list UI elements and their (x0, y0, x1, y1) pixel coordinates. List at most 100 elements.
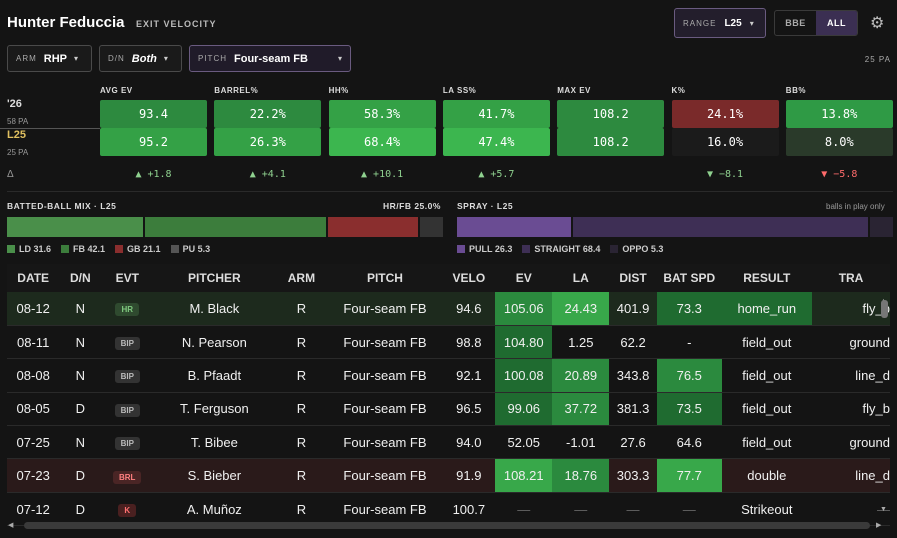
column-header[interactable]: PITCHER (153, 264, 276, 292)
legend-text: STRAIGHT 68.4 (534, 244, 601, 254)
event-badge: BIP (114, 403, 140, 417)
chevron-down-icon: ▾ (337, 54, 342, 63)
vertical-scrollbar[interactable]: ▲ ▼ (880, 298, 888, 518)
metric-label: AVG EV (100, 86, 133, 95)
table-cell: home_run (721, 292, 813, 326)
table-cell: BIP (101, 325, 154, 360)
table-cell: N (59, 425, 102, 460)
scroll-down-icon[interactable]: ▼ (880, 506, 887, 513)
chevron-down-icon: ▾ (163, 54, 168, 63)
legend-swatch (61, 245, 70, 253)
table-cell: BRL (101, 458, 154, 493)
table-cell: HR (101, 292, 154, 326)
table-cell: R (275, 492, 328, 527)
table-cell: N. Pearson (153, 325, 276, 360)
table-cell: 37.72 (552, 392, 610, 427)
metric-range-value: 47.4% (442, 128, 550, 156)
table-cell: K (101, 492, 154, 527)
toggle-all[interactable]: ALL (816, 11, 857, 35)
legend-text: PULL 26.3 (469, 244, 513, 254)
column-header[interactable]: VELO (442, 264, 495, 292)
scroll-left-icon[interactable]: ◀ (8, 522, 14, 529)
table-cell: R (275, 358, 328, 393)
vertical-scroll-thumb[interactable] (881, 300, 888, 318)
column-header[interactable]: DIST (609, 264, 657, 292)
table-cell: N (59, 358, 102, 393)
table-row[interactable]: 07-25 N BIP T. Bibee R Four-seam FB 94.0 52.05-… (7, 425, 890, 460)
column-header[interactable]: EVT (101, 264, 154, 292)
column-header[interactable]: RESULT (721, 264, 813, 292)
table-row[interactable]: 08-08 N BIP B. Pfaadt R Four-seam FB 92.1 100.0… (7, 358, 890, 393)
column-header[interactable]: DATE (7, 264, 60, 292)
metric-label: HH% (328, 86, 349, 95)
filter-value: Four-seam FB (234, 52, 308, 65)
filter-key: D/N (108, 54, 125, 63)
horizontal-scroll-thumb[interactable] (24, 522, 870, 529)
gear-icon[interactable]: ⚙ (870, 15, 885, 32)
column-header[interactable]: TRA (812, 264, 890, 292)
column-header[interactable]: BAT SPD (656, 264, 722, 292)
table-cell: Four-seam FB (327, 392, 443, 427)
table-cell: A. Muñoz (153, 492, 276, 527)
metric-label: MAX EV (557, 86, 591, 95)
table-cell: T. Ferguson (153, 392, 276, 427)
bbmix-legend-item: FB 42.1 (61, 244, 105, 254)
table-cell: 27.6 (609, 425, 657, 460)
spray-legend: PULL 26.3 STRAIGHT 68.4 OPPO 5.3 (457, 244, 663, 254)
toggle-bbe[interactable]: BBE (785, 18, 806, 28)
bbmix-segment-ld (7, 217, 143, 237)
table-cell: 73.5 (656, 392, 722, 427)
table-cell: 07-23 (7, 458, 60, 493)
bbmix-legend-item: LD 31.6 (7, 244, 51, 254)
table-cell: 76.5 (656, 358, 722, 393)
column-header[interactable]: D/N (59, 264, 102, 292)
dn-filter[interactable]: D/N Both ▾ (99, 45, 182, 72)
legend-swatch (522, 245, 531, 253)
table-cell: Four-seam FB (327, 492, 443, 527)
table-cell: - (656, 325, 722, 360)
column-header[interactable]: LA (552, 264, 610, 292)
table-row[interactable]: 07-23 D BRL S. Bieber R Four-seam FB 91.9 108.2… (7, 458, 890, 493)
pitch-filter[interactable]: PITCH Four-seam FB ▾ (189, 45, 351, 72)
table-row[interactable]: 07-12 D K A. Muñoz R Four-seam FB 100.7— — — — Str… (7, 492, 890, 527)
table-cell: 73.3 (656, 292, 722, 326)
arm-filter[interactable]: ARM RHP ▾ (7, 45, 92, 72)
table-cell: BIP (101, 425, 154, 460)
table-row[interactable]: 08-11 N BIP N. Pearson R Four-seam FB 98.8 104.… (7, 325, 890, 360)
table-cell: BIP (101, 358, 154, 393)
table-cell: Four-seam FB (327, 325, 443, 360)
batted-ball-title: BATTED-BALL MIX · L25 (7, 201, 117, 211)
table-cell: double (721, 458, 813, 493)
table-cell: 91.9 (442, 458, 495, 493)
table-cell: field_out (721, 325, 813, 360)
table-cell: line_d (812, 358, 890, 393)
column-header[interactable]: ARM (275, 264, 328, 292)
metric-delta: ▼ −8.1 (706, 169, 744, 180)
column-header[interactable]: PITCH (327, 264, 443, 292)
table-cell: field_out (721, 358, 813, 393)
metric-season-value: 22.2% (214, 100, 322, 128)
table-row[interactable]: 08-05 D BIP T. Ferguson R Four-seam FB 96.5 99.… (7, 392, 890, 427)
event-badge: BIP (114, 437, 140, 451)
table-cell: 07-12 (7, 492, 60, 527)
spray-bar (457, 217, 893, 237)
filter-value: RHP (43, 52, 68, 65)
spray-title: SPRAY · L25 (457, 201, 514, 211)
scroll-right-icon[interactable]: ▶ (876, 522, 882, 529)
table-cell: 08-08 (7, 358, 60, 393)
table-cell: 401.9 (609, 292, 657, 326)
bbe-all-toggle[interactable]: BBE ALL (774, 10, 858, 36)
spray-segment-oppo (870, 217, 893, 237)
table-cell: 94.0 (442, 425, 495, 460)
table-cell: 100.7 (442, 492, 495, 527)
metric-range-value: 8.0% (785, 128, 893, 156)
column-header[interactable]: EV (494, 264, 553, 292)
legend-text: PU 5.3 (182, 244, 211, 254)
range-value: L25 (724, 17, 742, 29)
table-cell: — (552, 492, 610, 527)
table-cell: N (59, 292, 102, 326)
batted-ball-legend: LD 31.6 FB 42.1 GB 21.1 PU 5.3 (7, 244, 210, 254)
table-row[interactable]: 08-12 N HR M. Black R Four-seam FB 94.6 105.06 2… (7, 292, 890, 326)
range-selector[interactable]: RANGE L25 ▾ (674, 8, 766, 38)
event-badge: BIP (114, 337, 140, 351)
